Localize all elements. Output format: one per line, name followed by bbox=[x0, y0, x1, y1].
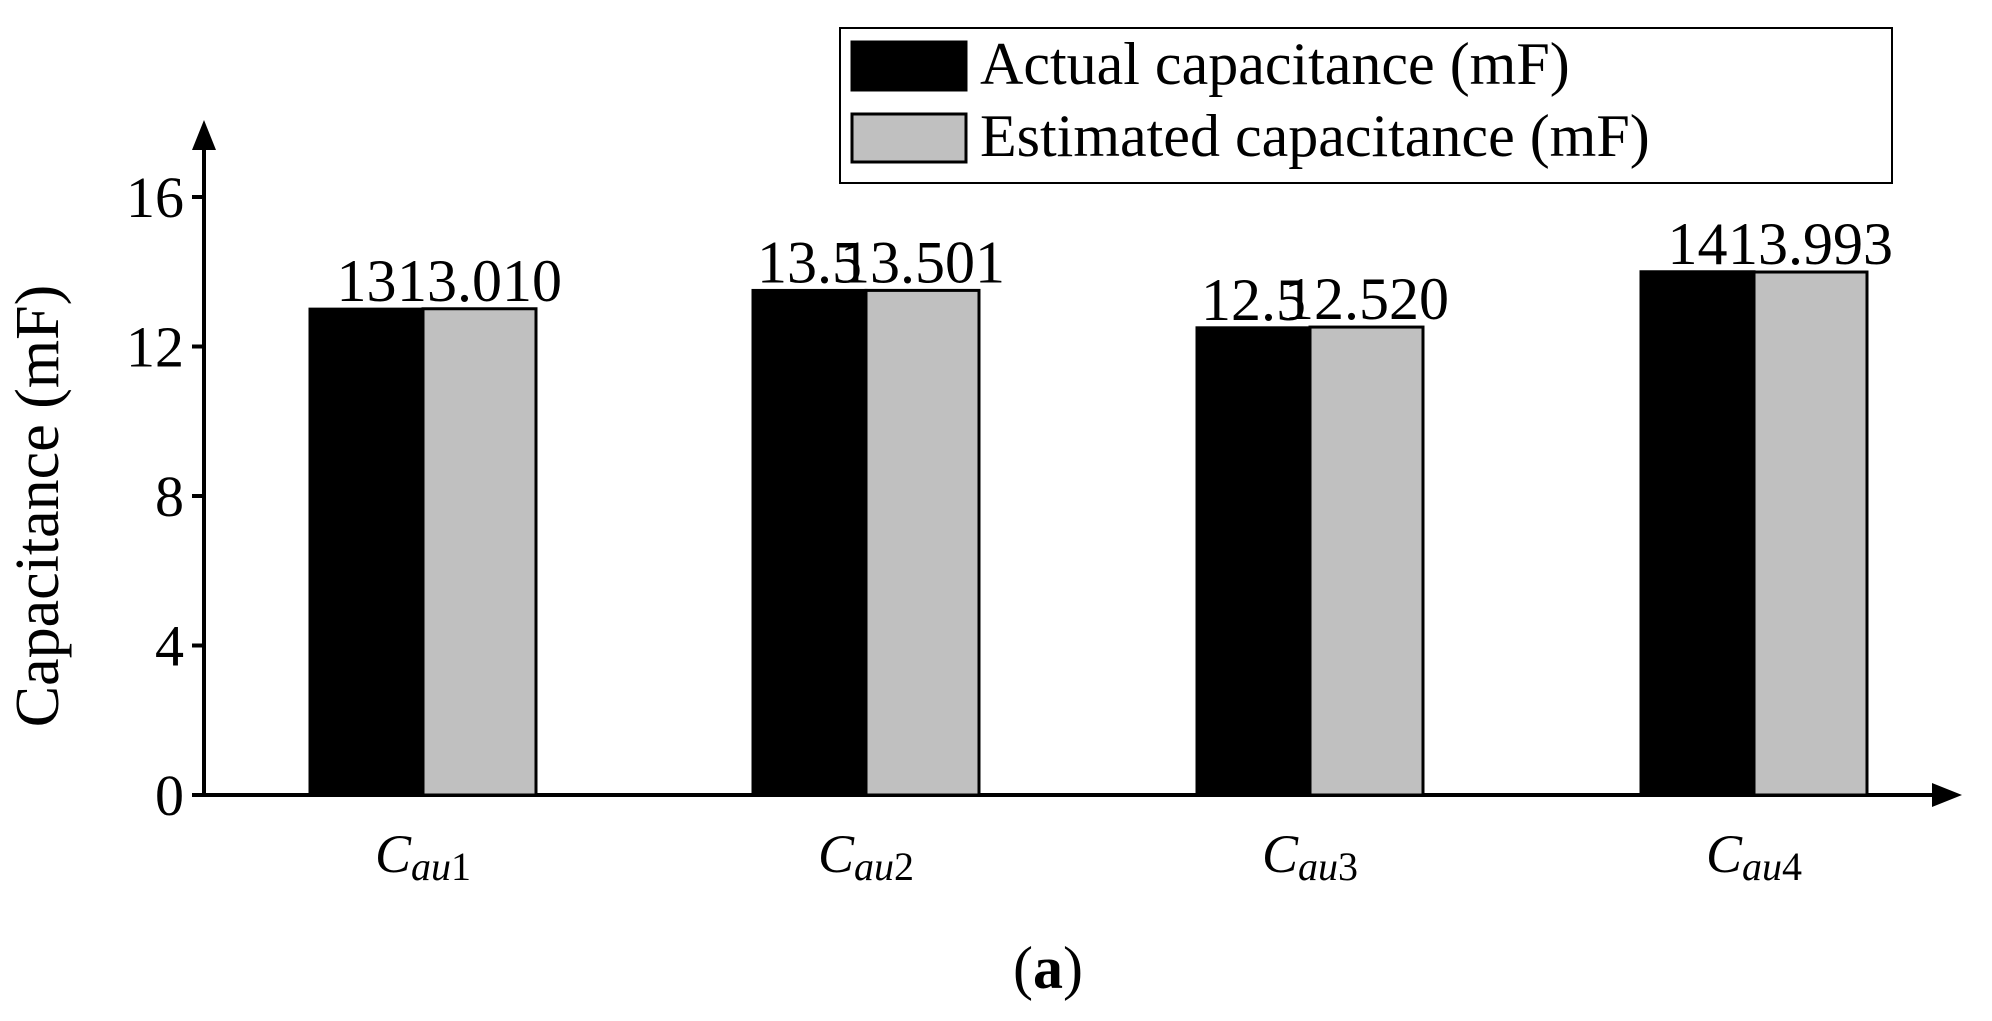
legend-label-actual: Actual capacitance (mF) bbox=[980, 31, 1570, 97]
bar-estimated bbox=[421, 307, 538, 797]
bar-actual bbox=[308, 307, 425, 797]
value-labels: 13 13.5 12.5 14 13.010 13.501 12.520 13.993 bbox=[337, 211, 1894, 333]
x-tick-label: Cau1 bbox=[375, 824, 471, 889]
y-tick-label: 0 bbox=[155, 763, 184, 828]
bar-actual bbox=[1639, 270, 1756, 797]
bar-estimated bbox=[1308, 325, 1425, 797]
caption-close-paren: ) bbox=[1063, 935, 1083, 1001]
data-label-actual: 14 bbox=[1668, 211, 1728, 277]
x-tick-label: Cau2 bbox=[818, 824, 914, 889]
legend-swatch-actual bbox=[850, 40, 968, 92]
x-tick-label-number: 1 bbox=[451, 844, 471, 889]
x-tick-label-subscript: au bbox=[1742, 844, 1782, 889]
x-tick-label-subscript: au bbox=[1298, 844, 1338, 889]
legend-box bbox=[839, 27, 1893, 184]
bar-estimated bbox=[864, 288, 981, 797]
x-tick-label-base: C bbox=[818, 824, 855, 884]
y-tick-label: 8 bbox=[155, 464, 184, 529]
data-label-estimated: 12.520 bbox=[1284, 266, 1449, 332]
y-tick-label: 4 bbox=[155, 614, 184, 679]
bars bbox=[308, 270, 1869, 797]
figure-caption: (a) bbox=[1013, 935, 1083, 1001]
y-axis-label: Capacitance (mF) bbox=[4, 285, 72, 727]
x-axis-arrow bbox=[1932, 783, 1962, 807]
x-tick-label-subscript: au bbox=[854, 844, 894, 889]
legend: Actual capacitance (mF)Estimated capacit… bbox=[839, 27, 1893, 184]
x-tick-label-number: 2 bbox=[894, 844, 914, 889]
caption-letter: a bbox=[1033, 935, 1063, 1001]
x-tick-label: Cau3 bbox=[1262, 824, 1358, 889]
legend-label-estimated: Estimated capacitance (mF) bbox=[980, 103, 1650, 169]
x-tick-label: Cau4 bbox=[1706, 824, 1802, 889]
data-label-estimated: 13.010 bbox=[397, 248, 562, 314]
x-tick-label-subscript: au bbox=[411, 844, 451, 889]
x-tick-label-number: 3 bbox=[1338, 844, 1358, 889]
bar-actual bbox=[1195, 326, 1312, 797]
x-category-labels: Cau1 Cau2 Cau3 Cau4 bbox=[375, 824, 1802, 889]
data-label-actual: 12.5 bbox=[1201, 267, 1306, 333]
legend-swatch-estimated bbox=[850, 112, 968, 164]
data-label-estimated: 13.501 bbox=[840, 229, 1005, 295]
x-tick-label-base: C bbox=[1706, 824, 1743, 884]
data-label-estimated: 13.993 bbox=[1728, 211, 1893, 277]
x-tick-label-base: C bbox=[1262, 824, 1299, 884]
y-tick-label: 16 bbox=[126, 165, 184, 230]
data-label-actual: 13 bbox=[337, 248, 397, 314]
data-label-actual: 13.5 bbox=[757, 229, 862, 295]
bar-estimated bbox=[1752, 270, 1869, 797]
y-axis-arrow bbox=[192, 120, 216, 150]
y-tick-label: 12 bbox=[126, 315, 184, 380]
caption-open-paren: ( bbox=[1013, 935, 1033, 1001]
bar-actual bbox=[751, 288, 868, 797]
x-tick-label-base: C bbox=[375, 824, 412, 884]
x-tick-label-number: 4 bbox=[1782, 844, 1802, 889]
y-ticks: 0 4 8 12 16 bbox=[126, 165, 204, 828]
